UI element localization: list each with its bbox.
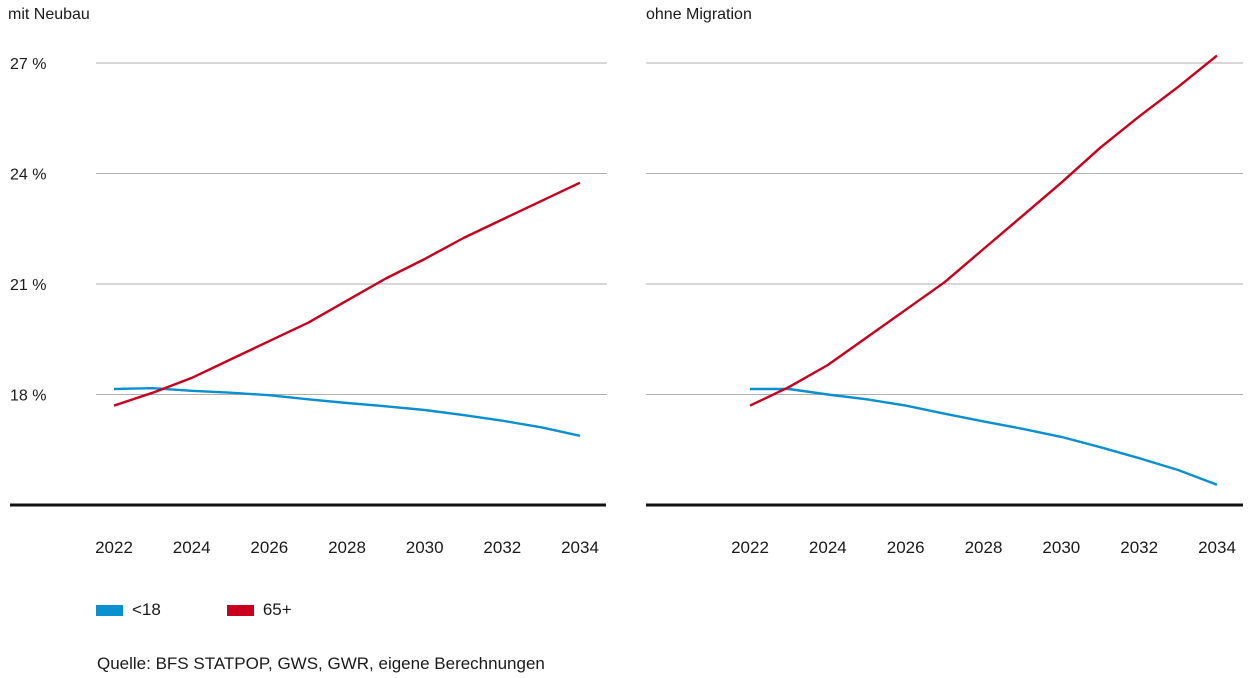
source-note: Quelle: BFS STATPOP, GWS, GWR, eigene Be… xyxy=(97,654,545,673)
x-tick-label: 2026 xyxy=(250,538,288,557)
x-tick-label: 2024 xyxy=(809,538,847,557)
legend-label-65plus: 65+ xyxy=(262,600,292,619)
x-tick-label: 2026 xyxy=(887,538,925,557)
x-tick-label: 2028 xyxy=(328,538,366,557)
y-tick-label: 18 % xyxy=(10,388,46,405)
y-tick-label: 24 % xyxy=(10,167,46,184)
x-tick-label: 2030 xyxy=(1042,538,1080,557)
legend-item-under18: <18 xyxy=(96,600,161,620)
x-tick-label: 2022 xyxy=(95,538,133,557)
legend-item-65plus: 65+ xyxy=(226,600,292,620)
x-tick-label: 2034 xyxy=(1198,538,1236,557)
y-tick-label: 21 % xyxy=(10,277,46,294)
x-tick-label: 2022 xyxy=(731,538,769,557)
legend-label-under18: <18 xyxy=(132,600,161,619)
series-line-under18-panel1 xyxy=(750,387,1218,486)
panel-title-left: mit Neubau xyxy=(8,6,90,23)
x-tick-label: 2032 xyxy=(483,538,521,557)
legend-swatch-65plus xyxy=(226,604,254,616)
series-line-under18-panel0 xyxy=(113,387,581,437)
x-tick-label: 2032 xyxy=(1120,538,1158,557)
panel-title-right: ohne Migration xyxy=(646,6,752,23)
series-line-65plus-panel1 xyxy=(749,54,1218,407)
legend-swatch-under18 xyxy=(96,604,123,616)
x-tick-label: 2024 xyxy=(173,538,211,557)
x-tick-label: 2034 xyxy=(561,538,599,557)
legend: <18 65+ xyxy=(96,600,358,620)
x-tick-label: 2030 xyxy=(406,538,444,557)
y-tick-label: 27 % xyxy=(10,56,46,73)
series-line-65plus-panel0 xyxy=(113,181,581,407)
x-tick-label: 2028 xyxy=(965,538,1003,557)
